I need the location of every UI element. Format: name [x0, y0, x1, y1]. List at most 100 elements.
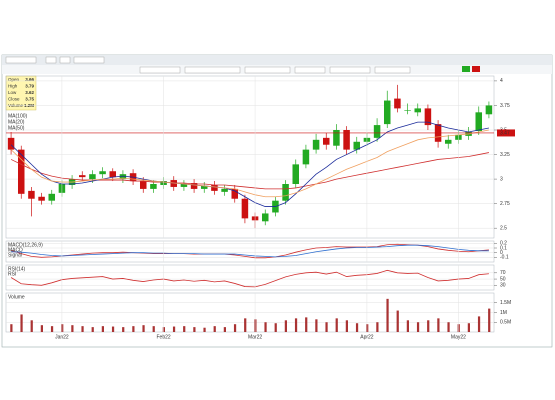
volume-bar [71, 325, 74, 332]
volume-bar [437, 318, 440, 332]
volume-bar [111, 326, 115, 332]
candle-body [180, 184, 188, 187]
button[interactable] [329, 66, 371, 74]
volume-bar [30, 320, 33, 332]
candle-body [394, 98, 401, 109]
panel-frame [5, 75, 495, 239]
volume-bar [366, 324, 369, 332]
y-tick-label: 3.75 [500, 103, 510, 109]
candle-body [444, 139, 452, 144]
button[interactable] [294, 66, 326, 74]
volume-bar [447, 322, 450, 332]
button[interactable] [139, 66, 181, 74]
toolbar-buttons[interactable] [5, 56, 480, 74]
sell-button[interactable] [472, 66, 480, 72]
candle-body [139, 181, 147, 189]
info-value: 3.62 [25, 90, 34, 95]
legend-entry: Signal [8, 252, 22, 258]
y-tick-label: 3 [500, 176, 503, 182]
series-line [10, 269, 489, 288]
symbol-box[interactable] [5, 56, 37, 64]
candle-body [282, 184, 289, 201]
candle-body [404, 110, 411, 111]
x-tick-label: Apr22 [360, 334, 374, 340]
y-tick-label: 30 [500, 283, 506, 289]
candle-body [231, 188, 239, 199]
toolbar [2, 55, 552, 65]
x-tick-label: May22 [451, 334, 466, 340]
volume-bar [223, 327, 226, 332]
volume-bar [162, 327, 165, 332]
candle-body [99, 171, 106, 175]
volume-bar [386, 298, 389, 332]
volume-bar [416, 322, 420, 332]
candle-body [211, 184, 218, 191]
y-tick-label: 2.5 [500, 226, 507, 232]
candle-body [17, 149, 25, 194]
candle-body [475, 112, 483, 131]
candle-body [200, 185, 208, 189]
legend-entry: MA(50) [8, 125, 25, 131]
legend-entry: RSI [8, 271, 16, 277]
candle-body [190, 183, 198, 189]
candle-body [485, 105, 493, 115]
price-tag-label: 3.47 [500, 130, 510, 136]
info-value: 3.75 [25, 97, 34, 102]
volume-bar [396, 310, 399, 332]
candle-body [78, 175, 86, 178]
volume-bar [91, 327, 94, 332]
series-line [11, 244, 489, 258]
y-tick-label: 3.25 [500, 152, 510, 158]
volume-bar [152, 326, 155, 332]
button[interactable] [374, 66, 411, 74]
legend-entry: MACD [8, 247, 23, 253]
y-tick-label: 50 [500, 276, 506, 282]
volume-bar [488, 308, 491, 332]
x-tick-label: Feb22 [156, 334, 170, 340]
y-tick-label: 4 [500, 78, 503, 84]
y-tick-label: 0.5M [500, 320, 511, 326]
volume-bar [376, 322, 379, 332]
volume-bar [172, 326, 176, 332]
volume-bar [101, 326, 104, 332]
price-tag [497, 129, 515, 137]
buy-button[interactable] [462, 66, 470, 72]
button[interactable] [59, 56, 71, 64]
volume-bar [294, 318, 298, 332]
y-tick-label: -0.1 [500, 255, 509, 261]
legend-entry: MA(100) [8, 113, 28, 119]
volume-bar [233, 324, 237, 332]
candle-body [89, 174, 96, 180]
volume-bar [467, 323, 470, 332]
volume-bar [50, 326, 54, 332]
volume-bar [315, 319, 318, 332]
candle-body [7, 137, 15, 150]
candle-body [221, 188, 228, 192]
x-tick-label: Mar22 [248, 334, 262, 340]
volume-bar [40, 325, 43, 332]
volume-bar [213, 326, 216, 332]
button[interactable] [184, 66, 241, 74]
candle-body [28, 190, 35, 199]
volume-bar [325, 322, 328, 332]
candle-body [241, 198, 249, 219]
x-tick-label: Jan22 [55, 334, 69, 340]
candle-body [414, 108, 422, 113]
volume-bar [193, 327, 196, 332]
button[interactable] [45, 56, 57, 64]
y-tick-label: 0 [500, 250, 503, 256]
volume-bar [457, 324, 460, 332]
candle-body [170, 180, 178, 187]
button[interactable] [244, 66, 291, 74]
volume-bar [355, 323, 359, 332]
candle-body [119, 174, 127, 180]
volume-bar [406, 320, 409, 332]
candle-body [424, 108, 432, 126]
info-label: Close [8, 97, 20, 102]
y-tick-label: 1.5M [500, 300, 511, 306]
volume-bar [122, 327, 125, 332]
volume-bar [345, 320, 348, 332]
panel-title: Volume [8, 294, 25, 300]
button[interactable] [73, 56, 105, 64]
